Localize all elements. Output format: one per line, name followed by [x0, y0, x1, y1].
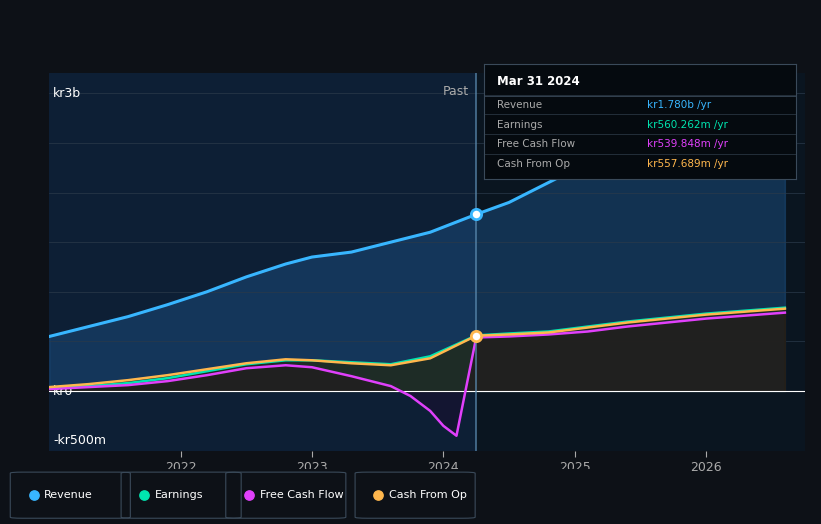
Text: Earnings: Earnings	[155, 490, 204, 500]
Text: Cash From Op: Cash From Op	[389, 490, 467, 500]
Text: Cash From Op: Cash From Op	[497, 159, 570, 169]
Text: kr557.689m /yr: kr557.689m /yr	[647, 159, 727, 169]
Text: Revenue: Revenue	[497, 100, 542, 110]
Text: Past: Past	[443, 85, 469, 97]
Point	[27, 491, 40, 499]
Text: kr0: kr0	[53, 385, 73, 398]
Bar	[476, 73, 805, 451]
Text: Free Cash Flow: Free Cash Flow	[259, 490, 343, 500]
Bar	[49, 73, 476, 451]
Text: Free Cash Flow: Free Cash Flow	[497, 139, 575, 149]
Point	[470, 210, 483, 219]
Text: Revenue: Revenue	[44, 490, 93, 500]
Point	[243, 491, 256, 499]
Text: kr3b: kr3b	[53, 86, 81, 100]
Point	[470, 332, 483, 340]
Text: Analysts Forecasts: Analysts Forecasts	[484, 85, 600, 97]
Point	[372, 491, 385, 499]
Text: -kr500m: -kr500m	[53, 434, 106, 447]
Text: kr560.262m /yr: kr560.262m /yr	[647, 120, 727, 130]
Text: Earnings: Earnings	[497, 120, 543, 130]
Text: Mar 31 2024: Mar 31 2024	[497, 74, 580, 88]
Text: kr539.848m /yr: kr539.848m /yr	[647, 139, 727, 149]
Point	[138, 491, 151, 499]
Text: kr1.780b /yr: kr1.780b /yr	[647, 100, 711, 110]
